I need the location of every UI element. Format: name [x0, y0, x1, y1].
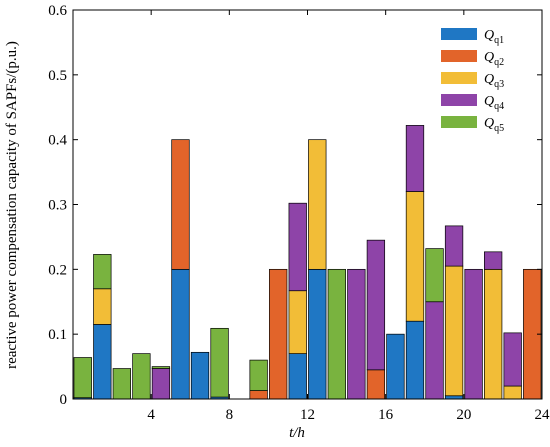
x-tick-label: 8: [226, 407, 234, 423]
legend-swatch-Qq2: [441, 50, 477, 62]
bar-Qq5-h19: [425, 248, 444, 303]
bar-Qq3-h20: [444, 265, 464, 397]
legend-swatch-Qq5: [441, 116, 477, 128]
bar-Qq3-h18: [405, 191, 425, 322]
bar-Qq4-h21: [464, 268, 483, 400]
bar-Qq3-h23: [503, 385, 522, 400]
y-tick-label: 0: [60, 392, 68, 408]
bar-Qq2-h6: [171, 139, 190, 270]
bar-Qq5-h2: [93, 254, 112, 290]
legend-swatch-Qq1: [441, 28, 477, 40]
y-tick-label: 0.6: [48, 3, 67, 19]
bar-Qq3-h12: [288, 290, 307, 354]
x-tick-label: 16: [378, 407, 394, 423]
ticks-layer: 4 8 12 16 20 24 0 0.1 0.2 0.3 0.4 0.5 0.6: [48, 3, 550, 423]
bar-Qq2-h10: [249, 390, 268, 400]
x-tick-label: 12: [300, 407, 315, 423]
bar-Qq5-h10: [249, 359, 268, 391]
y-tick-label: 0.4: [48, 133, 67, 149]
bar-Qq2-h11: [269, 268, 288, 400]
bar-Qq3-h2: [93, 288, 112, 325]
bar-Qq5-h5: [151, 366, 171, 369]
y-tick-label: 0.5: [48, 68, 67, 84]
y-tick-label: 0.2: [48, 262, 67, 278]
bar-Qq1-h17: [386, 333, 405, 400]
bar-Qq4-h19: [425, 301, 444, 400]
bar-Qq1-h12: [288, 353, 307, 400]
bar-Qq3-h22: [484, 268, 503, 400]
y-tick-label: 0.1: [48, 327, 67, 343]
bar-Qq3-h13: [308, 139, 327, 270]
bar-Qq4-h15: [347, 268, 366, 400]
legend: Qq1 Qq2 Qq3 Qq4 Qq5: [441, 28, 504, 134]
bar-Qq4-h20: [444, 225, 464, 267]
bar-Qq4-h5: [151, 368, 171, 400]
bar-Qq5-h4: [132, 353, 151, 400]
x-tick-label: 24: [535, 407, 550, 423]
bar-Qq2-h16: [366, 369, 386, 400]
legend-label-Qq3: Qq3: [484, 72, 504, 90]
legend-swatch-Qq3: [441, 72, 477, 84]
bar-Qq1-h6: [171, 268, 190, 400]
x-tick-label: 4: [147, 407, 155, 423]
bar-Qq5-h8: [210, 327, 229, 398]
bar-Qq4-h22: [484, 251, 503, 270]
bar-Qq1-h13: [308, 268, 327, 400]
bar-Qq4-h16: [366, 239, 386, 371]
bar-Qq4-h12: [288, 202, 307, 292]
bar-Qq1-h7: [190, 351, 210, 400]
bars-layer: [73, 125, 542, 400]
legend-label-Qq4: Qq4: [484, 94, 504, 112]
x-tick-label: 20: [456, 407, 471, 423]
bar-Qq5-h3: [112, 368, 131, 400]
legend-swatch-Qq4: [441, 94, 477, 106]
x-axis-label: t/h: [289, 425, 305, 441]
y-axis-label: reactive power compensation capacity of …: [4, 41, 20, 369]
bar-Qq4-h18: [405, 125, 425, 192]
bar-Qq5-h14: [327, 268, 346, 400]
bar-Qq1-h2: [93, 324, 112, 400]
bar-Qq4-h23: [503, 332, 522, 387]
legend-label-Qq5: Qq5: [484, 116, 504, 134]
y-tick-label: 0.3: [48, 198, 67, 214]
legend-label-Qq2: Qq2: [484, 50, 504, 68]
legend-label-Qq1: Qq1: [484, 28, 504, 46]
bar-Qq5-h1: [73, 357, 92, 399]
bar-Qq1-h18: [405, 320, 425, 400]
